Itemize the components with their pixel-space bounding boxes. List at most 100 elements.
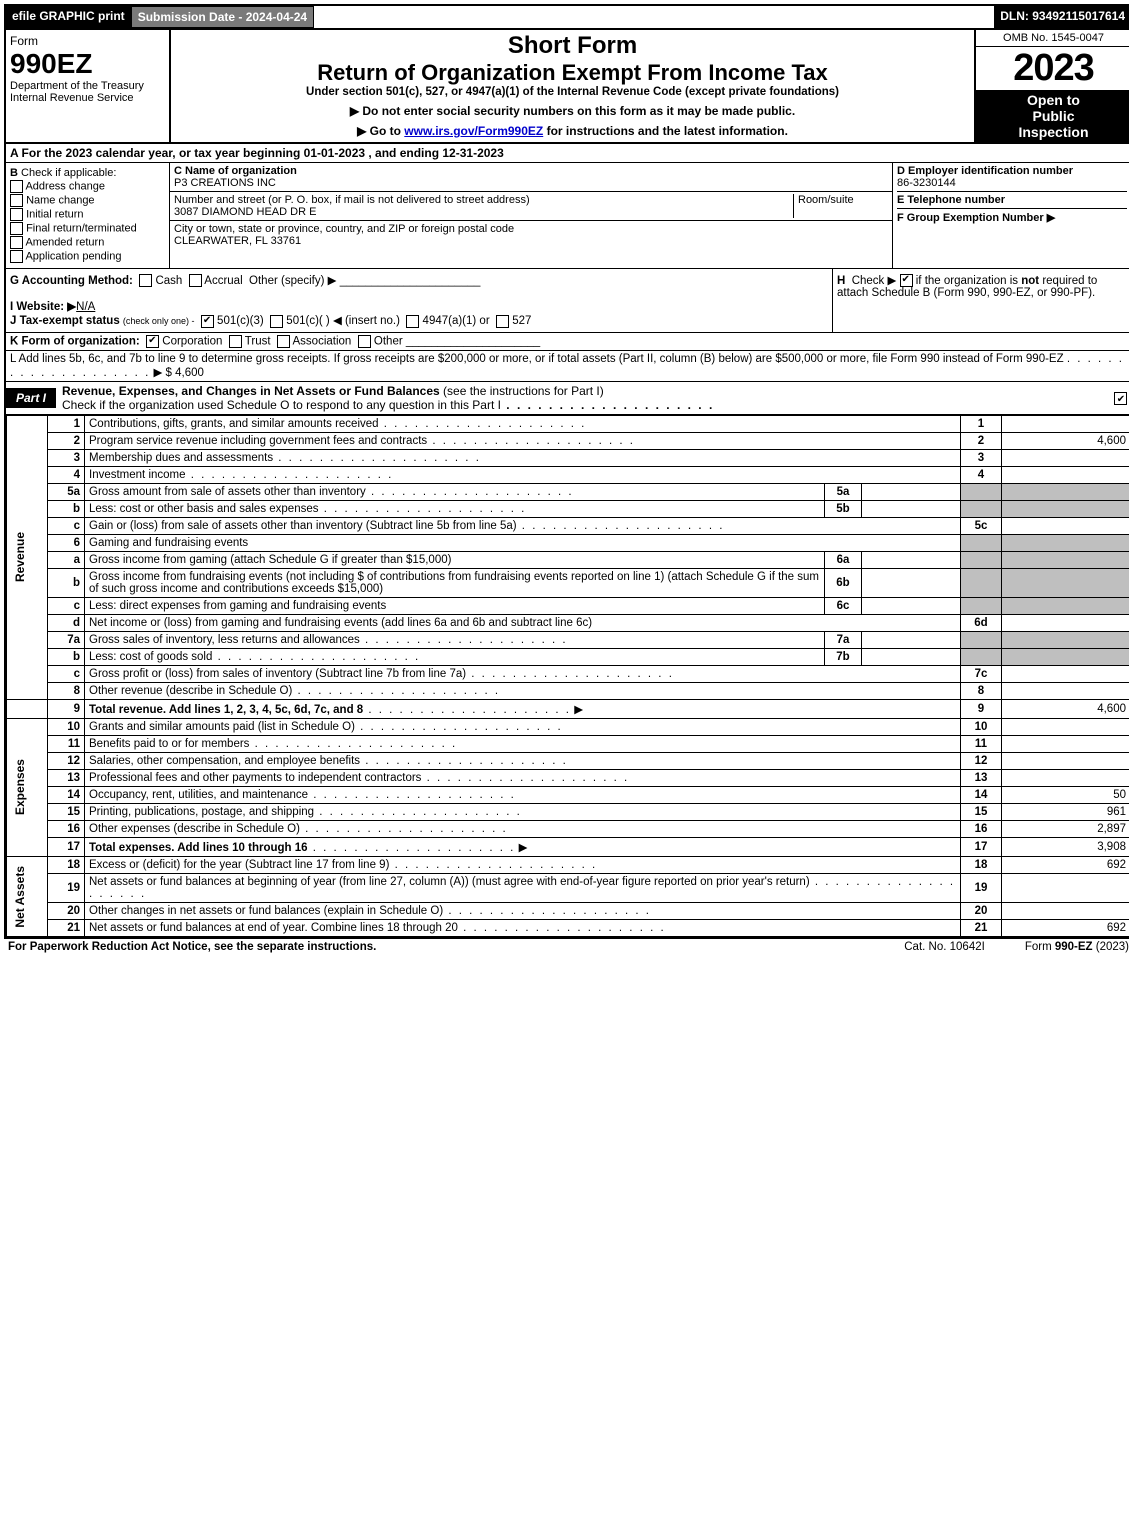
line-6d-row: d Net income or (loss) from gaming and f… [7, 614, 1129, 631]
l15-value: 961 [1002, 803, 1129, 820]
line-11-row: 11 Benefits paid to or for members 11 [7, 735, 1129, 752]
k-other-checkbox[interactable] [358, 335, 371, 348]
line-6-row: 6 Gaming and fundraising events [7, 534, 1129, 551]
line-6c-row: c Less: direct expenses from gaming and … [7, 597, 1129, 614]
h-not: not [1021, 275, 1039, 287]
e-label: E Telephone number [897, 191, 1127, 206]
netassets-side-label: Net Assets [7, 856, 48, 936]
c-name-block: C Name of organization P3 CREATIONS INC [170, 163, 892, 192]
line-2-row: 2 Program service revenue including gove… [7, 432, 1129, 449]
dept-treasury: Department of the Treasury [10, 80, 165, 92]
irs-label: Internal Revenue Service [10, 92, 165, 104]
l-text: L Add lines 5b, 6c, and 7b to line 9 to … [10, 353, 1064, 365]
line-9-row: 9 Total revenue. Add lines 1, 2, 3, 4, 5… [7, 699, 1129, 718]
h-checkbox[interactable] [900, 274, 913, 287]
opt-final-return[interactable]: Final return/terminated [10, 222, 165, 235]
org-name: P3 CREATIONS INC [174, 177, 888, 189]
city-value: CLEARWATER, FL 33761 [174, 235, 888, 247]
l-arrow: ▶ $ 4,600 [153, 367, 203, 379]
line-6a-row: a Gross income from gaming (attach Sched… [7, 551, 1129, 568]
line-7c-row: c Gross profit or (loss) from sales of i… [7, 665, 1129, 682]
opt-application-pending[interactable]: Application pending [10, 250, 165, 263]
k-corp: Corporation [162, 335, 222, 347]
k-trust-checkbox[interactable] [229, 335, 242, 348]
line-8-row: 8 Other revenue (describe in Schedule O)… [7, 682, 1129, 699]
line-18-row: Net Assets 18 Excess or (deficit) for th… [7, 856, 1129, 873]
l2-value: 4,600 [1002, 432, 1129, 449]
l1-desc: Contributions, gifts, grants, and simila… [85, 415, 961, 432]
section-def: D Employer identification number 86-3230… [893, 163, 1129, 268]
open-1: Open to [980, 92, 1127, 108]
k-label: K Form of organization: [10, 335, 140, 347]
line-15-row: 15 Printing, publications, postage, and … [7, 803, 1129, 820]
line-7a-row: 7a Gross sales of inventory, less return… [7, 631, 1129, 648]
l17-value: 3,908 [1002, 837, 1129, 856]
ein-value: 86-3230144 [897, 177, 1127, 189]
accrual-checkbox[interactable] [189, 274, 202, 287]
part1-header: Part I Revenue, Expenses, and Changes in… [6, 382, 1129, 415]
omb-number: OMB No. 1545-0047 [976, 30, 1129, 47]
line-6b-row: b Gross income from fundraising events (… [7, 568, 1129, 597]
header-row: Form 990EZ Department of the Treasury In… [6, 30, 1129, 144]
line-12-row: 12 Salaries, other compensation, and emp… [7, 752, 1129, 769]
line-7b-row: b Less: cost of goods sold 7b [7, 648, 1129, 665]
section-c: C Name of organization P3 CREATIONS INC … [170, 163, 893, 268]
opt-name-change[interactable]: Name change [10, 194, 165, 207]
opt-initial-return[interactable]: Initial return [10, 208, 165, 221]
cash-checkbox[interactable] [139, 274, 152, 287]
line-5b-row: b Less: cost or other basis and sales ex… [7, 500, 1129, 517]
section-h: H Check ▶ if the organization is not req… [832, 269, 1129, 332]
c-name-label: C Name of organization [174, 165, 888, 177]
dln-label: DLN: 93492115017614 [994, 6, 1129, 28]
open-public: Open to Public Inspection [976, 90, 1129, 142]
l1-num: 1 [48, 415, 85, 432]
section-g: G Accounting Method: Cash Accrual Other … [6, 269, 832, 332]
j-501c-checkbox[interactable] [270, 315, 283, 328]
part1-check-line: Check if the organization used Schedule … [62, 398, 501, 412]
row-gh: G Accounting Method: Cash Accrual Other … [6, 269, 1129, 333]
header-right: OMB No. 1545-0047 2023 Open to Public In… [974, 30, 1129, 142]
h-letter: H [837, 275, 845, 287]
revenue-side-label: Revenue [7, 415, 48, 699]
opt-amended-return[interactable]: Amended return [10, 236, 165, 249]
k-assoc-checkbox[interactable] [277, 335, 290, 348]
j-501c3-checkbox[interactable] [201, 315, 214, 328]
top-spacer [314, 6, 994, 28]
line-20-row: 20 Other changes in net assets or fund b… [7, 902, 1129, 919]
l18-value: 692 [1002, 856, 1129, 873]
line-16-row: 16 Other expenses (describe in Schedule … [7, 820, 1129, 837]
opt-address-change[interactable]: Address change [10, 180, 165, 193]
l1-rv [1002, 415, 1129, 432]
accrual-label: Accrual [204, 275, 242, 287]
b-letter: B [10, 167, 18, 179]
goto-link[interactable]: www.irs.gov/Form990EZ [404, 124, 543, 138]
part1-title: Revenue, Expenses, and Changes in Net As… [56, 382, 1109, 414]
website-value: N/A [76, 301, 95, 313]
header-center: Short Form Return of Organization Exempt… [171, 30, 974, 142]
line-19-row: 19 Net assets or fund balances at beginn… [7, 873, 1129, 902]
k-assoc: Association [293, 335, 352, 347]
street-value: 3087 DIAMOND HEAD DR E [174, 206, 789, 218]
j-4947-checkbox[interactable] [406, 315, 419, 328]
k-corp-checkbox[interactable] [146, 335, 159, 348]
j-4947: 4947(a)(1) or [423, 315, 490, 327]
line-5a-row: 5a Gross amount from sale of assets othe… [7, 483, 1129, 500]
j-label: J Tax-exempt status [10, 315, 120, 327]
f-label: F Group Exemption Number ▶ [897, 208, 1127, 224]
row-bcde: B Check if applicable: Address change Na… [6, 163, 1129, 269]
j-527-checkbox[interactable] [496, 315, 509, 328]
efile-print-label[interactable]: efile GRAPHIC print [6, 6, 131, 28]
form-number: 990EZ [10, 48, 165, 80]
part1-checkbox-cell [1109, 391, 1129, 405]
part1-checkbox[interactable] [1114, 392, 1127, 405]
j-501c: 501(c)( ) ◀ (insert no.) [286, 315, 400, 327]
line-21-row: 21 Net assets or fund balances at end of… [7, 919, 1129, 936]
goto-instructions: ▶ Go to www.irs.gov/Form990EZ for instru… [175, 124, 970, 138]
line-3-row: 3 Membership dues and assessments 3 [7, 449, 1129, 466]
part1-tab: Part I [6, 388, 56, 408]
h-check: Check ▶ [852, 275, 897, 287]
header-left: Form 990EZ Department of the Treasury In… [6, 30, 171, 142]
l16-value: 2,897 [1002, 820, 1129, 837]
submission-date: Submission Date - 2024-04-24 [131, 6, 314, 28]
line-1-row: Revenue 1 Contributions, gifts, grants, … [7, 415, 1129, 432]
